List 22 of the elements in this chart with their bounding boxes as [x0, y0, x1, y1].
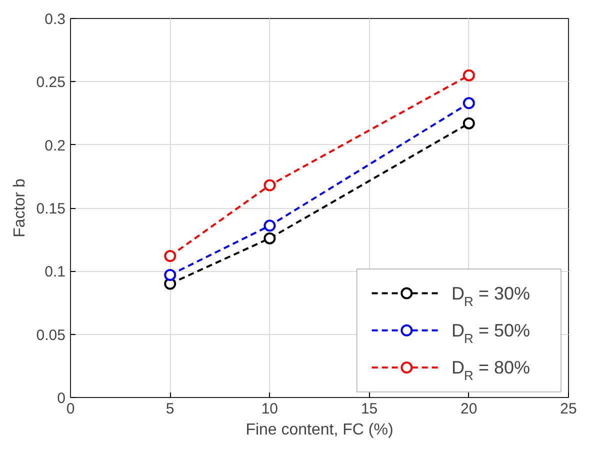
y-axis-title: Factor b — [11, 178, 28, 238]
x-axis-title: Fine content, FC (%) — [246, 422, 394, 438]
point — [462, 97, 475, 110]
y-tick-label: 0.25 — [36, 74, 66, 92]
point — [164, 250, 176, 262]
x-tick-label: 5 — [166, 400, 174, 418]
x-tick-label: 20 — [460, 400, 478, 418]
x-tick-label: 10 — [261, 400, 278, 418]
y-tick-label: 0.3 — [44, 11, 66, 28]
y-tick-label: 0.05 — [36, 326, 66, 344]
x-tick-label: 25 — [560, 400, 577, 418]
point — [462, 117, 475, 130]
y-tick-label: 0.15 — [36, 200, 66, 218]
point — [264, 220, 276, 232]
point — [264, 179, 276, 192]
point — [264, 232, 276, 244]
y-tick-label: 0.1 — [44, 264, 66, 281]
point — [462, 69, 475, 82]
y-tick-label: 0 — [57, 390, 66, 407]
y-tick-label: 0.2 — [44, 137, 66, 154]
point — [164, 268, 176, 281]
x-tick-label: 15 — [360, 400, 378, 418]
